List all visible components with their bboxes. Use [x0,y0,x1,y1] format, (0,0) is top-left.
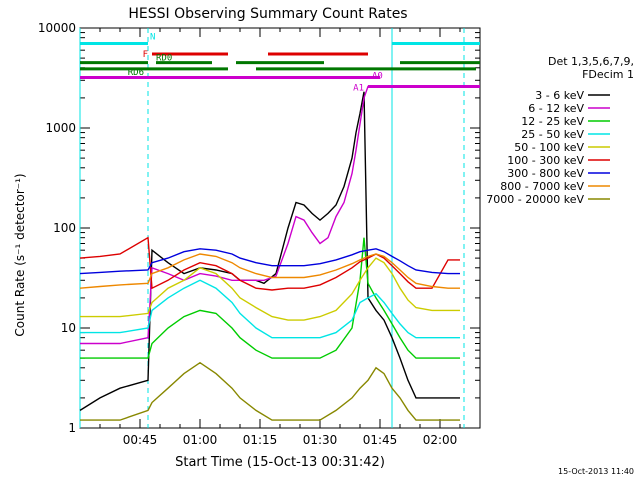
series-line [80,257,460,321]
series-line [79,91,460,411]
series-line [79,253,460,289]
flag-label: A1 [353,84,364,94]
series-line [80,237,460,359]
x-tick-label: 01:45 [363,433,398,447]
legend-title: Det 1,3,5,6,7,9,FDecim 1 [548,55,634,81]
y-tick-label: 10 [61,321,76,335]
legend-title-line: Det 1,3,5,6,7,9, [548,55,634,68]
series-line [79,236,460,291]
y-tick-label: 1000 [45,121,76,135]
x-tick-label: 01:00 [183,433,218,447]
x-axis-label: Start Time (15-Oct-13 00:31:42) [175,455,385,470]
chart-title: HESSI Observing Summary Count Rates [128,6,407,22]
x-tick-label: 01:30 [303,433,338,447]
flag-label: RD0 [156,54,172,64]
series-line [80,85,460,345]
legend-entry-label: 3 - 6 keV [535,89,584,102]
series-line [80,279,460,339]
plot-area: 1 10 100 1000 10000 00:45 01:00 01:15 01:30 01:45… [38,21,481,447]
series-line [80,361,460,421]
legend-entry-label: 6 - 12 keV [528,102,584,115]
y-axis-label: Count Rate (s⁻¹ detector⁻¹) [13,173,27,336]
y-tick-label: 10000 [38,21,76,35]
flag-label: RD6 [128,68,144,78]
legend-entry-label: 12 - 25 keV [521,115,584,128]
x-tick-label: 00:45 [123,433,158,447]
legend-entry-label: 100 - 300 keV [507,154,584,167]
legend-title-line: FDecim 1 [582,68,634,81]
y-tick-label: 100 [53,221,76,235]
flag-label: A0 [372,71,383,81]
legend-entry-label: 50 - 100 keV [514,141,584,154]
series-line [79,248,460,275]
legend-entry-label: 800 - 7000 keV [500,180,584,193]
flag-label: N [150,32,155,42]
x-tick-label: 02:00 [423,433,458,447]
legend-entry-label: 25 - 50 keV [521,128,584,141]
y-tick-label: 1 [68,421,76,435]
legend-entry-label: 300 - 800 keV [507,167,584,180]
x-tick-label: 01:15 [243,433,278,447]
timestamp-label: 15-Oct-2013 11:40 [558,467,634,476]
legend-entry-label: 7000 - 20000 keV [486,193,584,206]
flag-label: F [143,50,148,60]
